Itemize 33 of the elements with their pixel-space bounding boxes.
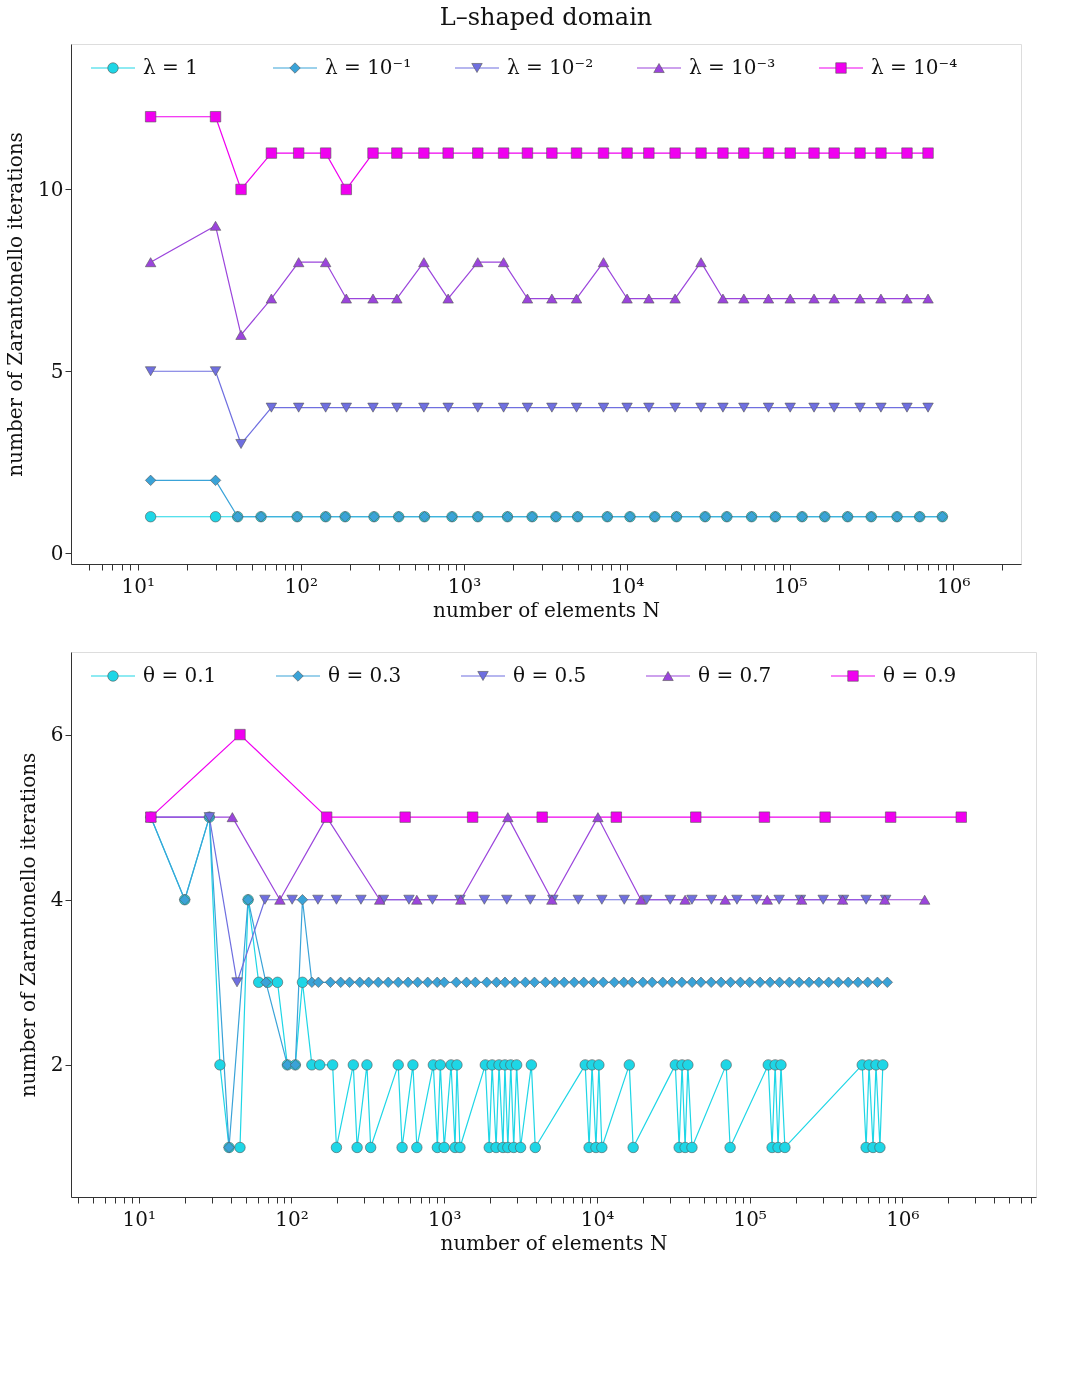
legend-label: λ = 10⁻¹ <box>325 55 412 79</box>
y-axis-title: number of Zarantonello iterations <box>15 752 40 1098</box>
y-tick-label: 6 <box>50 722 64 747</box>
x-tick-label: 10⁴ <box>580 1206 615 1231</box>
x-tick-label: 10² <box>284 573 319 598</box>
legend-label: θ = 0.7 <box>698 663 772 687</box>
legend-label: θ = 0.9 <box>883 663 957 687</box>
legend-label: λ = 10⁻⁴ <box>871 55 958 79</box>
y-tick-label: 4 <box>50 887 64 912</box>
x-tick-label: 10⁴ <box>610 573 645 598</box>
x-axis-title: number of elements N <box>440 1230 668 1255</box>
y-tick-label: 5 <box>50 358 64 383</box>
x-tick-label: 10³ <box>427 1206 462 1231</box>
legend-label: λ = 10⁻³ <box>689 55 776 79</box>
legend-label: λ = 1 <box>143 55 198 79</box>
y-tick-label: 10 <box>38 176 64 201</box>
legend-label: θ = 0.5 <box>513 663 587 687</box>
x-tick-label: 10⁶ <box>886 1206 920 1231</box>
legend-label: λ = 10⁻² <box>507 55 594 79</box>
y-tick-label: 0 <box>50 540 64 565</box>
x-tick-label: 10¹ <box>122 1206 156 1231</box>
x-tick-label: 10⁶ <box>937 573 971 598</box>
y-tick-label: 2 <box>50 1052 64 1077</box>
legend-label: θ = 0.3 <box>328 663 402 687</box>
y-axis-title: number of Zarantonello iterations <box>3 132 28 477</box>
x-axis-title: number of elements N <box>433 597 660 622</box>
legend-label: θ = 0.1 <box>143 663 217 687</box>
chart-title: L–shaped domain <box>439 3 653 31</box>
x-tick-label: 10⁵ <box>773 573 808 598</box>
x-tick-label: 10¹ <box>121 573 155 598</box>
x-tick-label: 10³ <box>447 573 482 598</box>
x-tick-label: 10² <box>275 1206 309 1231</box>
x-tick-label: 10⁵ <box>733 1206 767 1231</box>
